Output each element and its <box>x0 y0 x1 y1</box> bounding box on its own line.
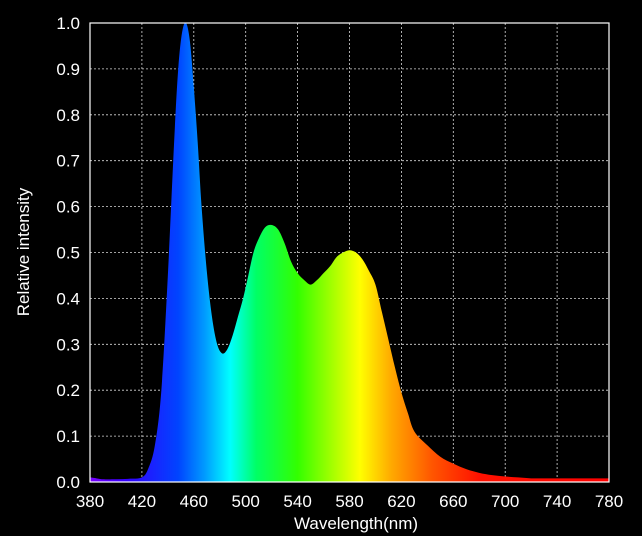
x-tick-label: 620 <box>387 492 415 511</box>
y-tick-label: 0.7 <box>56 152 80 171</box>
y-tick-label: 0.2 <box>56 381 80 400</box>
x-tick-label: 740 <box>543 492 571 511</box>
y-tick-label: 0.1 <box>56 427 80 446</box>
x-tick-label: 660 <box>439 492 467 511</box>
x-tick-labels: 380 420 460 500 540 580 620 660 700 740 780 <box>76 492 623 511</box>
plot-frame <box>89 22 610 483</box>
y-tick-label: 0.6 <box>56 198 80 217</box>
y-tick-label: 0.3 <box>56 335 80 354</box>
x-tick-label: 700 <box>491 492 519 511</box>
y-tick-label: 0.4 <box>56 289 80 308</box>
y-tick-label: 1.0 <box>56 14 80 33</box>
x-tick-label: 500 <box>232 492 260 511</box>
y-axis-title: Relative intensity <box>14 187 33 316</box>
y-tick-label: 0.0 <box>56 473 80 492</box>
y-tick-label: 0.8 <box>56 106 80 125</box>
x-tick-label: 380 <box>76 492 104 511</box>
x-tick-label: 580 <box>335 492 363 511</box>
x-tick-label: 780 <box>595 492 623 511</box>
y-tick-labels: 0.0 0.1 0.2 0.3 0.4 0.5 0.6 0.7 0.8 0.9 1.0 <box>56 14 80 492</box>
x-tick-label: 420 <box>128 492 156 511</box>
y-tick-label: 0.9 <box>56 60 80 79</box>
spectrum-area <box>90 22 609 483</box>
x-tick-label: 540 <box>283 492 311 511</box>
x-axis-title: Wavelength(nm) <box>294 514 418 533</box>
x-tick-label: 460 <box>180 492 208 511</box>
y-tick-label: 0.5 <box>56 244 80 263</box>
